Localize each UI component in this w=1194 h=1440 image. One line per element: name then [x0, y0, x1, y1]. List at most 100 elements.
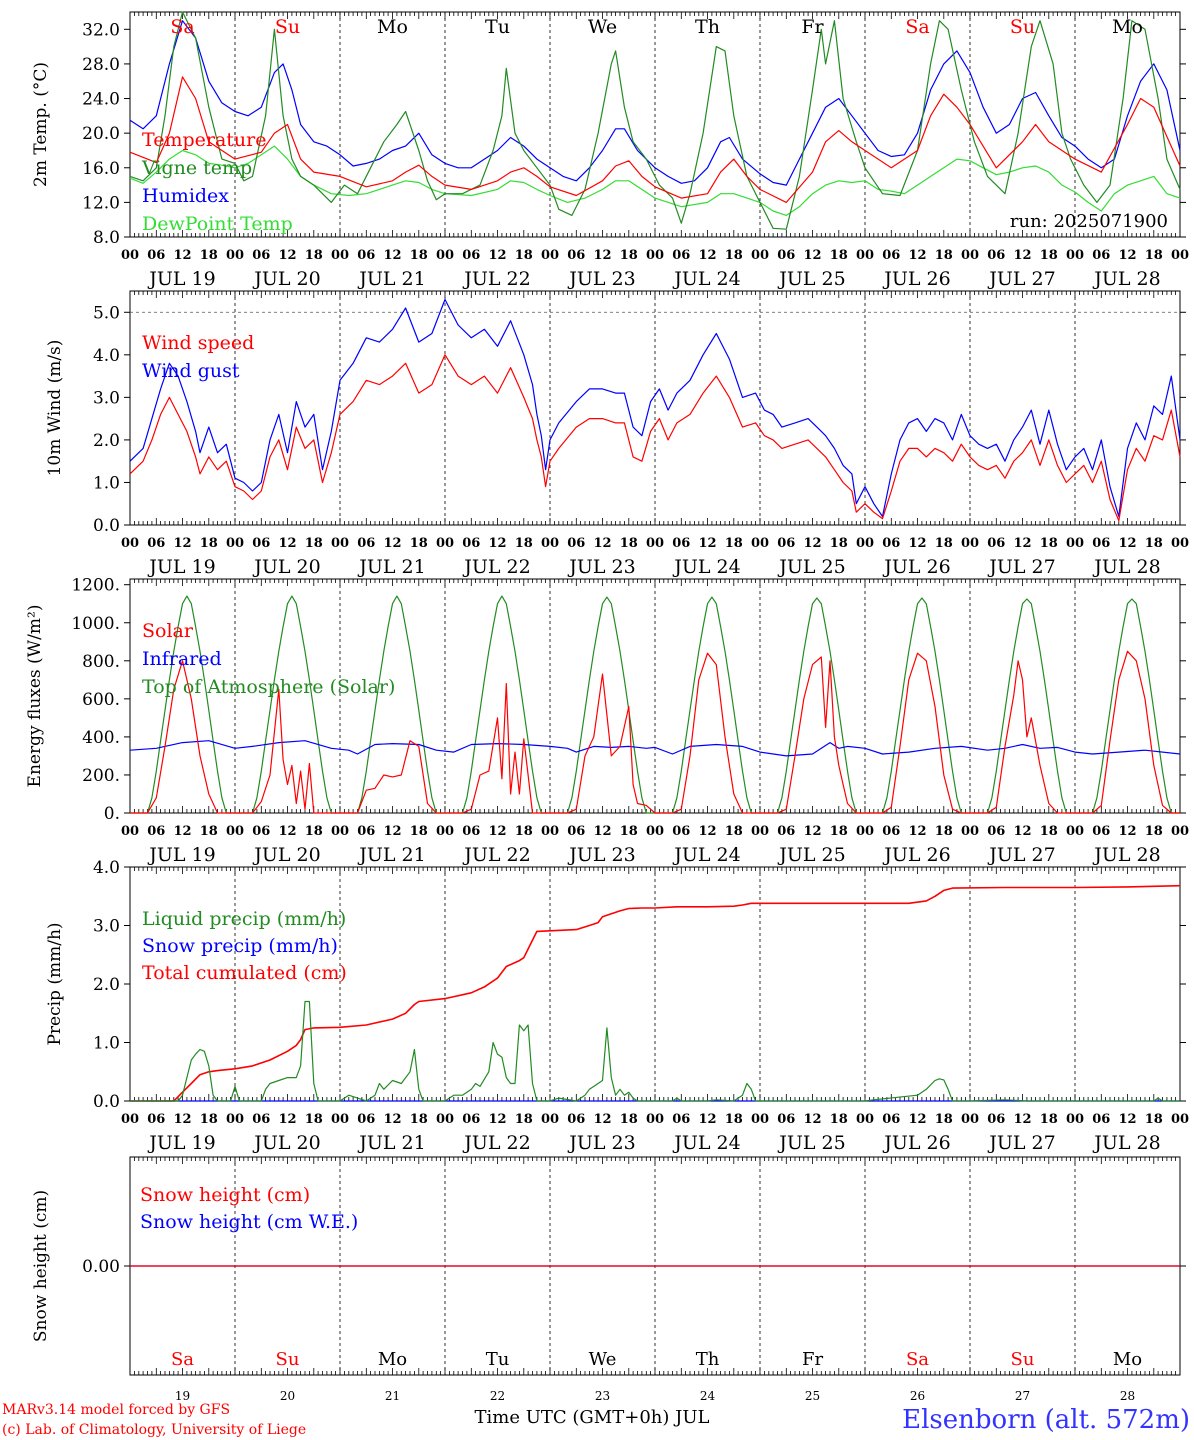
wind-hour-tick-label: 12: [593, 536, 611, 551]
temp-date-label: JUL 20: [252, 268, 320, 290]
precip-date-label: JUL 28: [1092, 1132, 1160, 1154]
precip-hour-tick-label: 06: [357, 1112, 375, 1127]
precip-hour-tick-label: 18: [935, 1112, 953, 1127]
temp-panel: 8.0 12.0 16.0 20.0 24.0 28.0 32.0 2m Temp. (°C)…: [31, 11, 1189, 290]
energy-date-label: JUL 27: [987, 844, 1055, 866]
temp-hour-tick-label: 06: [777, 248, 795, 263]
energy-x-ticks: [129, 579, 1181, 813]
credit-line-1: MARv3.14 model forced by GFS: [2, 1402, 230, 1418]
temp-date-label: JUL 24: [672, 268, 740, 290]
wind-hour-tick-label: 12: [698, 536, 716, 551]
energy-panel: 0. 200. 400. 600. 800. 1000. 1200. Energy fluxe…: [25, 576, 1189, 866]
energy-hour-tick-label: 18: [935, 824, 953, 839]
energy-y-tick-label: 400.: [82, 728, 120, 748]
energy-series-infrared: [129, 740, 1181, 757]
station-label: Elsenborn (alt. 572m): [902, 1405, 1190, 1435]
wind-hour-tick-label: 00: [646, 536, 664, 551]
snow-weekday-label: Sa: [906, 1349, 929, 1370]
snow-day-number: 23: [595, 1389, 610, 1403]
precip-hour-tick-label: 18: [1040, 1112, 1058, 1127]
wind-y-tick-label: 0.0: [93, 516, 120, 536]
wind-date-label: JUL 26: [882, 556, 950, 578]
energy-date-label: JUL 25: [777, 844, 845, 866]
energy-hour-tick-label: 18: [1040, 824, 1058, 839]
precip-hour-tick-label: 00: [541, 1112, 559, 1127]
temp-hour-tick-label: 18: [200, 248, 218, 263]
temp-legend-entry: Vigne temp: [141, 157, 252, 179]
energy-hour-tick-label: 06: [882, 824, 900, 839]
snow-day-number: 27: [1015, 1389, 1030, 1403]
precip-series-liquid-precip-mm-h-: [130, 1000, 1180, 1102]
temp-hour-tick-label: 18: [305, 248, 323, 263]
snow-weekday-label: Fr: [802, 1349, 823, 1370]
snow-x-ticks: [129, 1157, 1181, 1375]
energy-y-axis-title: Energy fluxes (W/m²): [25, 605, 45, 788]
energy-hour-tick-label: 12: [383, 824, 401, 839]
snow-weekday-label: Mo: [378, 1349, 407, 1370]
temp-y-tick-label: 24.0: [82, 90, 120, 110]
wind-hour-tick-label: 12: [278, 536, 296, 551]
precip-hour-tick-label: 18: [830, 1112, 848, 1127]
temp-series-dewpoint-temp: [129, 145, 1181, 216]
temp-date-label: JUL 19: [147, 268, 215, 290]
energy-hour-tick-label: 18: [725, 824, 743, 839]
temp-hour-tick-label: 06: [1092, 248, 1110, 263]
temp-hour-tick-label: 06: [357, 248, 375, 263]
temp-date-label: JUL 26: [882, 268, 950, 290]
energy-hour-tick-label: 12: [698, 824, 716, 839]
snow-weekday-label: Su: [276, 1349, 300, 1370]
energy-y-tick-label: 800.: [82, 652, 120, 672]
temp-weekday-label: Su: [1010, 16, 1035, 38]
wind-hour-tick-label: 00: [1066, 536, 1084, 551]
temp-hour-tick-label: 00: [751, 248, 769, 263]
temp-x-ticks: [129, 12, 1181, 237]
precip-hour-tick-label: 00: [331, 1112, 349, 1127]
snow-legend-entry: Snow height (cm W.E.): [140, 1211, 358, 1233]
snow-weekday-label: Mo: [1113, 1349, 1142, 1370]
precip-date-label: JUL 25: [777, 1132, 845, 1154]
wind-hour-tick-label: 00: [541, 536, 559, 551]
temp-hour-tick-label: 00: [1066, 248, 1084, 263]
energy-hour-tick-label: 00: [436, 824, 454, 839]
temp-hour-tick-label: 06: [672, 248, 690, 263]
energy-legend-entry: Solar: [142, 620, 194, 642]
wind-hour-tick-label: 06: [252, 536, 270, 551]
temp-hour-tick-label: 12: [908, 248, 926, 263]
snow-y-axis-title: Snow height (cm): [31, 1190, 51, 1342]
temp-y-tick-label: 16.0: [82, 159, 120, 179]
precip-hour-tick-label: 06: [777, 1112, 795, 1127]
temp-series-temperature: [129, 76, 1181, 203]
temp-legend-entry: Humidex: [142, 185, 229, 207]
energy-hour-tick-label: 00: [1066, 824, 1084, 839]
precip-hour-tick-label: 06: [147, 1112, 165, 1127]
precip-hour-tick-label: 12: [803, 1112, 821, 1127]
precip-hour-tick-label: 00: [1171, 1112, 1189, 1127]
wind-hour-tick-label: 00: [226, 536, 244, 551]
precip-hour-tick-label: 12: [908, 1112, 926, 1127]
precip-hour-tick-label: 00: [226, 1112, 244, 1127]
precip-hour-tick-label: 00: [436, 1112, 454, 1127]
snow-day-number: 25: [805, 1389, 820, 1403]
footer: MARv3.14 model forced by GFS (c) Lab. of…: [2, 1402, 1190, 1438]
temp-y-tick-label: 28.0: [82, 55, 120, 75]
energy-hour-tick-label: 12: [593, 824, 611, 839]
energy-hour-tick-label: 18: [1145, 824, 1163, 839]
energy-hour-tick-label: 06: [462, 824, 480, 839]
temp-date-label: JUL 25: [777, 268, 845, 290]
wind-hour-tick-label: 18: [410, 536, 428, 551]
precip-hour-tick-label: 00: [751, 1112, 769, 1127]
precip-y-tick-label: 1.0: [93, 1034, 120, 1054]
snow-day-number: 19: [175, 1389, 190, 1403]
precip-hour-tick-label: 12: [173, 1112, 191, 1127]
energy-date-label: JUL 23: [567, 844, 635, 866]
precip-hour-tick-label: 06: [987, 1112, 1005, 1127]
wind-hour-tick-label: 06: [672, 536, 690, 551]
energy-hour-tick-label: 18: [305, 824, 323, 839]
temp-hour-tick-label: 18: [1040, 248, 1058, 263]
snow-legend-entry: Snow height (cm): [140, 1184, 310, 1206]
temp-date-label: JUL 21: [357, 268, 425, 290]
snow-day-number: 26: [910, 1389, 925, 1403]
wind-hour-tick-label: 06: [987, 536, 1005, 551]
temp-y-tick-label: 20.0: [82, 124, 120, 144]
wind-y-tick-label: 3.0: [93, 388, 120, 408]
